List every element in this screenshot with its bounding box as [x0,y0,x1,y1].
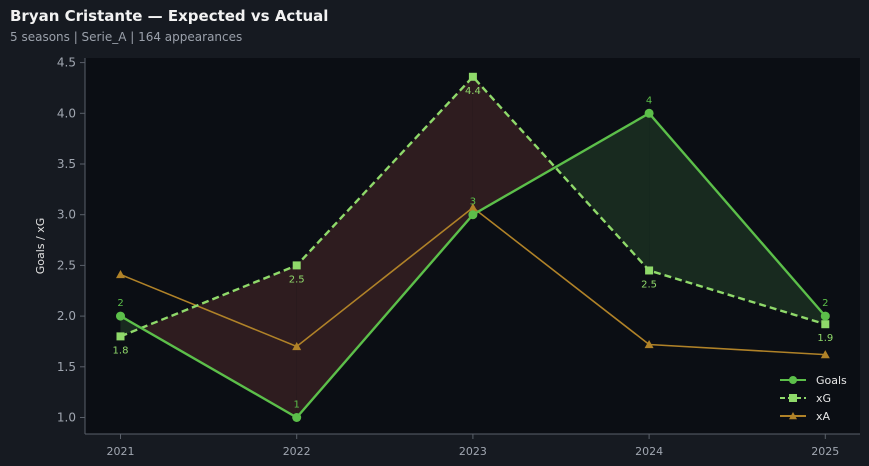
legend: Goals xG xA [780,374,847,423]
goals-data-label: 3 [470,197,476,208]
xg-data-label: 4.4 [465,86,481,97]
xg-point [821,320,830,329]
xa-point [644,339,654,349]
y-tick-label: 4.5 [57,56,76,70]
y-tick-label: 2.5 [57,258,76,272]
goals-point [820,311,830,321]
legend-label: xG [816,392,831,405]
legend-label: xA [816,410,831,423]
underperformance-fill [472,76,556,215]
xg-data-label: 2.5 [289,274,305,285]
x-tick-label: 2025 [811,445,839,458]
chart-subtitle: 5 seasons | Serie_A | 164 appearances [10,30,243,44]
legend-label: Goals [816,374,847,387]
y-tick-label: 2.0 [57,309,76,323]
xg-point [292,261,301,270]
underperformance-fill [296,76,473,418]
overperformance-fill [120,316,142,337]
goals-point [468,210,478,220]
goals-data-label: 1 [294,400,300,411]
xg-point [645,266,654,275]
xa-point [468,203,478,212]
y-tick-label: 4.0 [57,106,76,120]
y-tick-label: 3.5 [57,157,76,171]
goals-data-label: 4 [646,95,652,106]
xg-line [120,75,826,338]
goals-point [116,311,125,321]
y-axis-label: Goals / xG [34,218,47,275]
xa-point [292,342,302,351]
overperformance-fill [555,113,650,271]
x-tick-label: 2022 [283,445,311,458]
x-tick-label: 2021 [107,445,135,458]
xg-data-label: 2.5 [641,279,657,290]
xg-point [116,332,125,341]
x-tick-label: 2024 [635,445,663,458]
overperformance-fill [649,113,826,325]
chart-title: Bryan Cristante — Expected vs Actual [10,7,329,25]
underperformance-fill [141,265,297,418]
y-tick-label: 1.5 [57,360,76,374]
y-tick-label: 3.0 [57,208,76,222]
xg-point [468,72,477,81]
xg-data-label: 1.9 [817,333,833,344]
y-tick-label: 1.0 [57,411,76,425]
legend-marker [789,376,797,384]
goals-data-label: 2 [822,298,828,309]
xa-point [820,350,830,359]
xa-point [116,270,125,279]
xg-data-label: 1.8 [113,345,129,356]
x-tick-label: 2023 [459,445,487,458]
goals-point [644,108,654,118]
legend-marker [789,412,797,420]
goals-data-label: 2 [117,298,123,309]
legend-marker [789,394,797,402]
goals-point [292,413,302,422]
